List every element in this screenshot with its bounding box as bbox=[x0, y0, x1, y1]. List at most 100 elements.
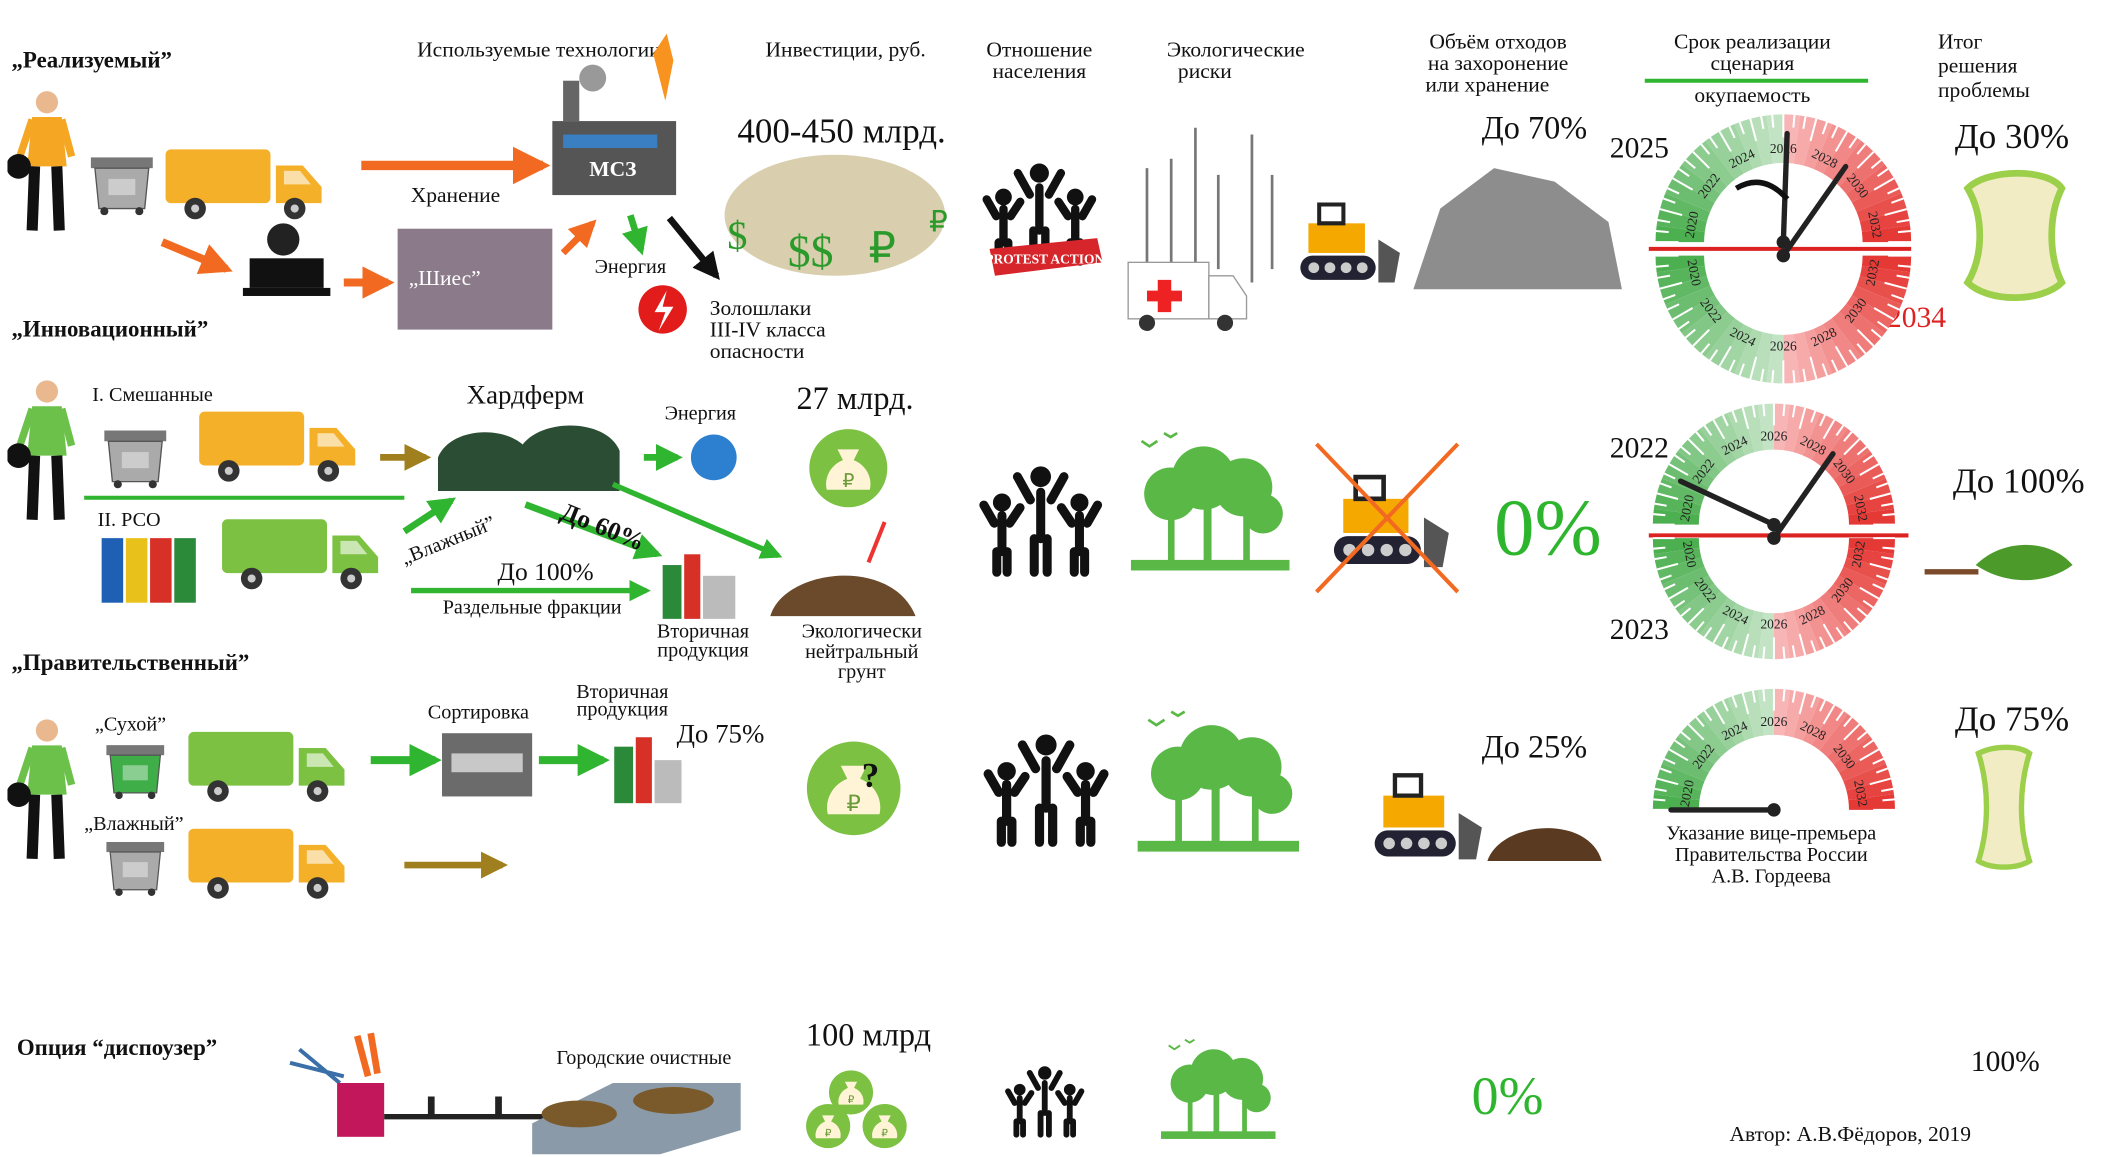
money-icon-part: ₽ bbox=[929, 206, 948, 238]
gauge-hub bbox=[1767, 531, 1780, 544]
gauge-tick bbox=[1898, 266, 1911, 267]
note: А.В. Гордеева bbox=[1712, 866, 1831, 888]
label: До 60% bbox=[557, 497, 649, 557]
scenario-name: „Реализуемый” bbox=[12, 47, 172, 72]
label: PROTEST ACTION bbox=[985, 252, 1104, 267]
gauge-needle bbox=[1783, 134, 1787, 243]
gauge-tick bbox=[1783, 647, 1784, 659]
label: „Шиес” bbox=[409, 266, 481, 290]
plant-icon-part bbox=[563, 135, 657, 148]
person-icon bbox=[6, 380, 71, 519]
biogas-icon bbox=[438, 425, 620, 491]
separate-bins-icon-part bbox=[102, 538, 124, 603]
person-icon bbox=[6, 719, 71, 858]
trees-icon bbox=[1138, 712, 1299, 852]
author: Автор: А.В.Фёдоров, 2019 bbox=[1730, 1122, 1972, 1146]
people-icon bbox=[988, 734, 1104, 842]
volume: До 70% bbox=[1482, 110, 1587, 146]
gauge-tick bbox=[1653, 548, 1665, 549]
header: или хранение bbox=[1425, 72, 1549, 96]
dozer-icon bbox=[1375, 775, 1482, 859]
disposer-icon-part bbox=[290, 1049, 344, 1083]
ambulance-icon bbox=[1128, 128, 1272, 331]
money-icon-part: $$ bbox=[788, 225, 834, 276]
result: До 75% bbox=[1955, 700, 2069, 739]
gauge-tick bbox=[1793, 115, 1794, 128]
separate-bins-icon-part bbox=[174, 538, 196, 603]
soil-icon bbox=[868, 522, 884, 562]
label: Экологически bbox=[802, 621, 922, 643]
gauge-tick bbox=[1783, 689, 1784, 701]
gauge-tick-label: 2026 bbox=[1760, 714, 1787, 729]
gauge-tick bbox=[1783, 404, 1784, 416]
header: проблемы bbox=[1938, 78, 2030, 102]
start-year: 2022 bbox=[1610, 432, 1669, 464]
gauges: 2020202220242026202820302032202020222024… bbox=[1653, 114, 1911, 816]
arrow bbox=[563, 223, 593, 253]
note: Указание вице-премьера bbox=[1666, 822, 1876, 844]
gauge-tick bbox=[1653, 514, 1665, 515]
bin-icon bbox=[91, 157, 153, 215]
option-name: Опция “диспоузер” bbox=[17, 1035, 217, 1060]
question-mark: ? bbox=[862, 756, 879, 795]
money-icon-part: ₽ bbox=[868, 225, 895, 272]
arrow bbox=[404, 500, 451, 531]
label: продукция bbox=[577, 699, 668, 721]
label: II. РСО bbox=[98, 509, 161, 531]
header: окупаемость bbox=[1694, 83, 1810, 107]
label: МСЗ bbox=[589, 157, 636, 181]
gauge-tick bbox=[1656, 266, 1669, 267]
disposer-icon-part bbox=[431, 1096, 498, 1116]
label: Золошлаки bbox=[710, 296, 812, 320]
gauge-tick-label: 2026 bbox=[1770, 339, 1797, 354]
soil-icon bbox=[770, 576, 915, 617]
header: решения bbox=[1938, 54, 2017, 78]
bin-icon bbox=[104, 431, 166, 489]
header: сценария bbox=[1710, 51, 1794, 75]
money-bag-icon bbox=[806, 1104, 850, 1148]
truck-icon bbox=[188, 732, 344, 802]
header: Экологические bbox=[1167, 38, 1305, 62]
gauge-tick bbox=[1793, 370, 1794, 383]
label: До 75% bbox=[677, 719, 765, 749]
apple-core-icon bbox=[1978, 747, 2029, 867]
bottles-icon bbox=[663, 554, 736, 619]
treatment-icon bbox=[532, 1083, 741, 1154]
label: нейтральный bbox=[805, 641, 918, 663]
header: Отношение bbox=[986, 38, 1092, 62]
investment: 100 млрд bbox=[806, 1016, 931, 1052]
gauge: 2020202220242026202820302032 bbox=[1653, 404, 1895, 532]
gauge-tick bbox=[1763, 689, 1764, 701]
label: Раздельные фракции bbox=[443, 596, 622, 618]
plant-icon-part bbox=[579, 65, 606, 92]
arrow bbox=[162, 242, 227, 269]
gauge-tick-label: 2026 bbox=[1760, 429, 1787, 444]
ambulance-icon-part bbox=[1209, 276, 1247, 319]
gauge-tick bbox=[1763, 404, 1764, 416]
train-icon-part bbox=[243, 288, 330, 296]
label: опасности bbox=[710, 339, 805, 363]
gauge-arrow bbox=[1736, 182, 1787, 199]
money-icon: $ $$ ₽ ₽ bbox=[725, 155, 948, 277]
treatment-icon-part bbox=[633, 1087, 714, 1114]
investment: 27 млрд. bbox=[797, 380, 914, 416]
bottles-icon-part bbox=[636, 737, 652, 803]
truck-icon bbox=[199, 412, 355, 482]
bottles-icon-part bbox=[663, 565, 682, 619]
label: До 100% bbox=[498, 557, 594, 586]
header: Инвестиции, руб. bbox=[766, 38, 926, 62]
note: Правительства России bbox=[1675, 844, 1868, 866]
header: Срок реализации bbox=[1674, 29, 1831, 53]
train-icon-part bbox=[250, 258, 324, 288]
money-icon-part: $ bbox=[727, 213, 747, 258]
gauge-tick bbox=[1772, 115, 1773, 128]
gauge-tick bbox=[1656, 231, 1669, 232]
scenario-name: „Инновационный” bbox=[12, 316, 209, 341]
header: Итог bbox=[1938, 29, 1982, 53]
separate-bins-icon bbox=[102, 538, 196, 603]
bottles-icon-part bbox=[703, 576, 735, 619]
gauge-tick-label: 2026 bbox=[1770, 141, 1797, 156]
dozer-icon bbox=[1300, 204, 1400, 282]
train-icon-part bbox=[267, 223, 299, 255]
disposer-icon bbox=[290, 1033, 573, 1137]
